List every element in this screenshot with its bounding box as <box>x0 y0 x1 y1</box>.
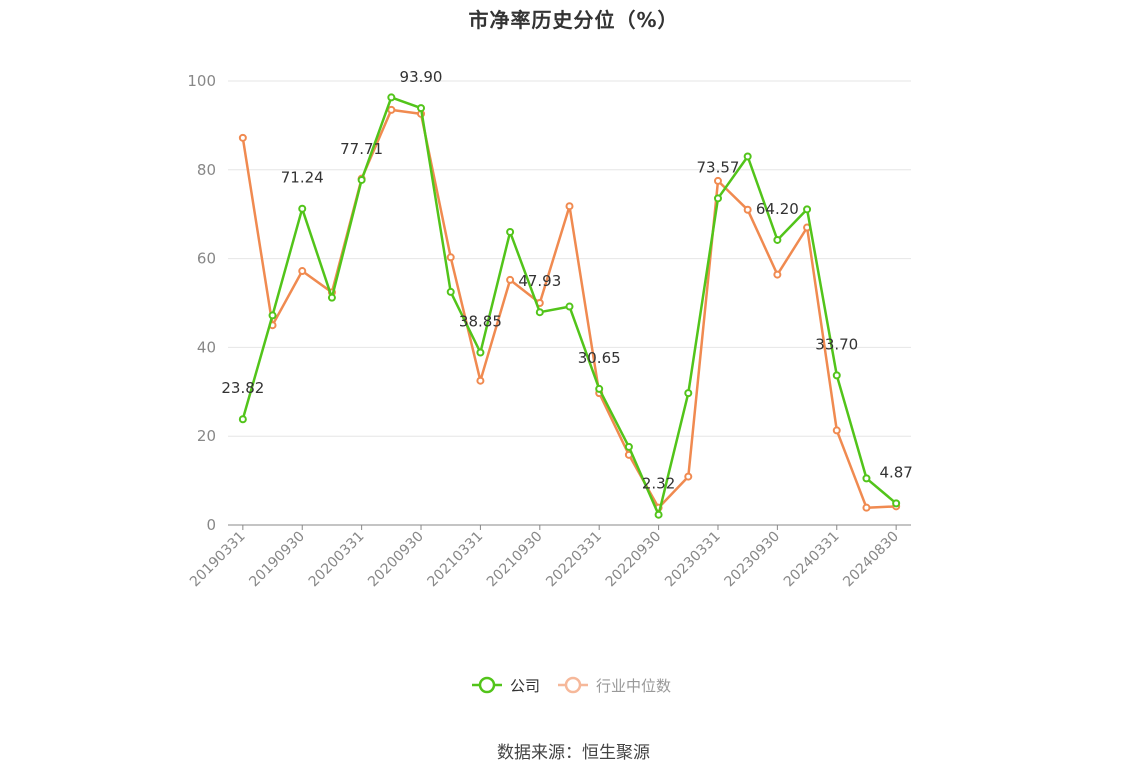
y-tick-label: 0 <box>206 516 216 534</box>
x-tick-label: 20210930 <box>484 529 546 591</box>
data-point <box>535 308 544 317</box>
data-point <box>446 287 455 296</box>
y-tick-label: 80 <box>197 161 216 179</box>
y-tick-label: 20 <box>197 427 216 445</box>
data-label: 47.93 <box>518 272 561 290</box>
data-label: 38.85 <box>459 313 502 331</box>
source-note: 数据来源：恒生聚源 <box>497 743 650 763</box>
data-point <box>684 472 693 481</box>
data-label: 64.20 <box>756 200 799 218</box>
data-label: 71.24 <box>281 169 324 187</box>
data-point <box>654 510 663 519</box>
data-label: 93.90 <box>400 68 443 86</box>
data-point <box>684 389 693 398</box>
y-tick-label: 40 <box>197 338 216 356</box>
data-point <box>832 371 841 380</box>
x-tick-label: 20220331 <box>543 529 605 591</box>
data-point <box>298 267 307 276</box>
x-tick-label: 20190331 <box>187 529 249 591</box>
data-point <box>624 442 633 451</box>
data-point <box>565 302 574 311</box>
data-point <box>862 503 871 512</box>
data-point <box>238 133 247 142</box>
data-point <box>506 275 515 284</box>
data-label: 23.82 <box>221 379 264 397</box>
legend-marker[interactable] <box>564 676 582 694</box>
x-tick-label: 20230331 <box>662 529 724 591</box>
data-point <box>446 253 455 262</box>
data-point <box>506 227 515 236</box>
x-tick-label: 20240331 <box>781 529 843 591</box>
x-tick-label: 20240830 <box>840 529 902 591</box>
y-tick-label: 60 <box>197 250 216 268</box>
y-tick-label: 100 <box>187 72 216 90</box>
data-point <box>298 204 307 213</box>
data-point <box>713 194 722 203</box>
data-point <box>476 348 485 357</box>
data-point <box>773 270 782 279</box>
data-point <box>892 499 901 508</box>
data-label: 77.71 <box>340 140 383 158</box>
x-tick-label: 20230930 <box>721 529 783 591</box>
legend-label[interactable]: 公司 <box>510 677 540 695</box>
x-tick-label: 20220930 <box>603 529 665 591</box>
data-label: 33.70 <box>815 335 858 353</box>
data-point <box>743 205 752 214</box>
data-point <box>357 175 366 184</box>
data-label: 4.87 <box>879 463 912 481</box>
data-point <box>565 202 574 211</box>
chart-title: 市净率历史分位（%） <box>468 8 679 32</box>
data-point <box>803 205 812 214</box>
x-tick-label: 20200331 <box>306 529 368 591</box>
data-point <box>387 93 396 102</box>
data-point <box>713 176 722 185</box>
legend-label[interactable]: 行业中位数 <box>596 677 671 695</box>
data-label: 73.57 <box>697 158 740 176</box>
x-tick-label: 20200930 <box>365 529 427 591</box>
data-point <box>832 426 841 435</box>
data-point <box>773 235 782 244</box>
data-point <box>238 415 247 424</box>
data-label: 2.32 <box>642 475 675 493</box>
data-label: 30.65 <box>578 349 621 367</box>
data-point <box>476 376 485 385</box>
data-point <box>387 105 396 114</box>
data-point <box>743 152 752 161</box>
legend-marker[interactable] <box>478 676 496 694</box>
data-point <box>417 104 426 113</box>
x-tick-label: 20190930 <box>246 529 308 591</box>
data-point <box>268 311 277 320</box>
x-tick-label: 20210331 <box>425 529 487 591</box>
data-point <box>327 293 336 302</box>
data-point <box>862 474 871 483</box>
data-point <box>595 384 604 393</box>
